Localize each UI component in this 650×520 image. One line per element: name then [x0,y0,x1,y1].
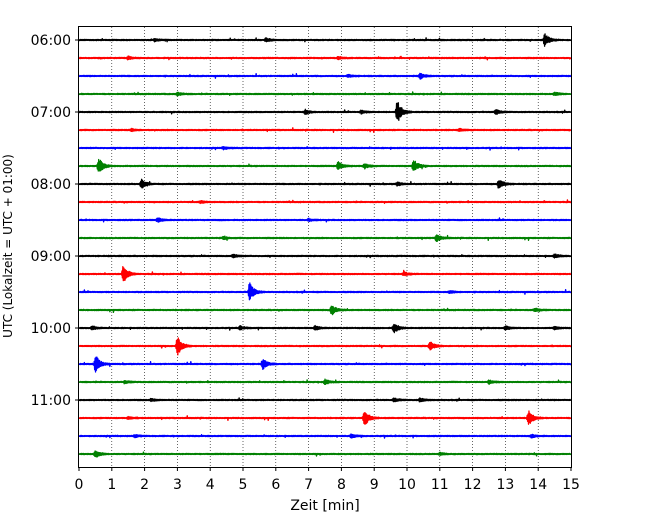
x-axis-label: Zeit [min] [290,498,359,514]
x-tick-label: 11 [431,477,449,493]
y-tick-label: 06:00 [31,33,71,49]
seismic-trace [78,145,572,151]
seismic-trace [78,433,572,439]
y-tick-label: 10:00 [31,321,71,337]
x-tick-label: 15 [562,477,580,493]
seismic-trace [78,178,572,189]
x-tick-label: 5 [239,477,248,493]
seismic-trace [78,410,572,425]
y-axis-label: UTC (Lokalzeit = UTC + 01:00) [1,154,15,338]
seismic-trace [78,266,572,282]
seismic-trace [78,217,572,223]
x-tick-label: 7 [304,477,313,493]
seismic-trace [78,72,572,80]
y-axis-ticks: 06:00 07:00 08:00 09:00 10:00 11:00 [31,33,79,409]
plot-frame [78,26,572,468]
seismic-trace [78,323,572,334]
seismic-trace [78,199,572,205]
y-tick-label: 08:00 [31,177,71,193]
seismic-trace [78,158,572,172]
x-tick-label: 4 [206,477,215,493]
seismic-trace [78,356,572,373]
x-tick-label: 12 [464,477,482,493]
x-tick-label: 13 [496,477,514,493]
x-tick-label: 2 [140,477,149,493]
seismic-trace [78,127,572,134]
seismic-trace [78,91,572,97]
seismic-trace [78,378,572,386]
seismic-trace [78,234,572,242]
x-tick-label: 14 [529,477,547,493]
seismic-trace [78,450,572,458]
grid-lines [111,27,539,467]
seismic-trace [78,102,572,121]
seismic-trace [78,33,572,47]
seismic-trace [78,55,572,61]
x-axis-ticks: 0 1 2 3 4 5 6 7 8 9 10 11 12 13 14 15 [75,467,580,493]
y-tick-label: 11:00 [31,393,71,409]
x-tick-label: 6 [271,477,280,493]
y-tick-label: 07:00 [31,105,71,121]
x-tick-label: 0 [75,477,84,493]
seismic-trace [78,305,572,316]
x-tick-label: 9 [370,477,379,493]
x-tick-label: 3 [173,477,182,493]
traces [78,33,572,458]
x-tick-label: 8 [337,477,346,493]
seismic-trace [78,282,572,301]
x-tick-label: 1 [107,477,116,493]
seismic-trace [78,337,572,356]
seismic-trace [78,253,572,259]
y-tick-label: 09:00 [31,249,71,265]
seismic-trace [78,397,572,403]
x-tick-label: 10 [398,477,416,493]
